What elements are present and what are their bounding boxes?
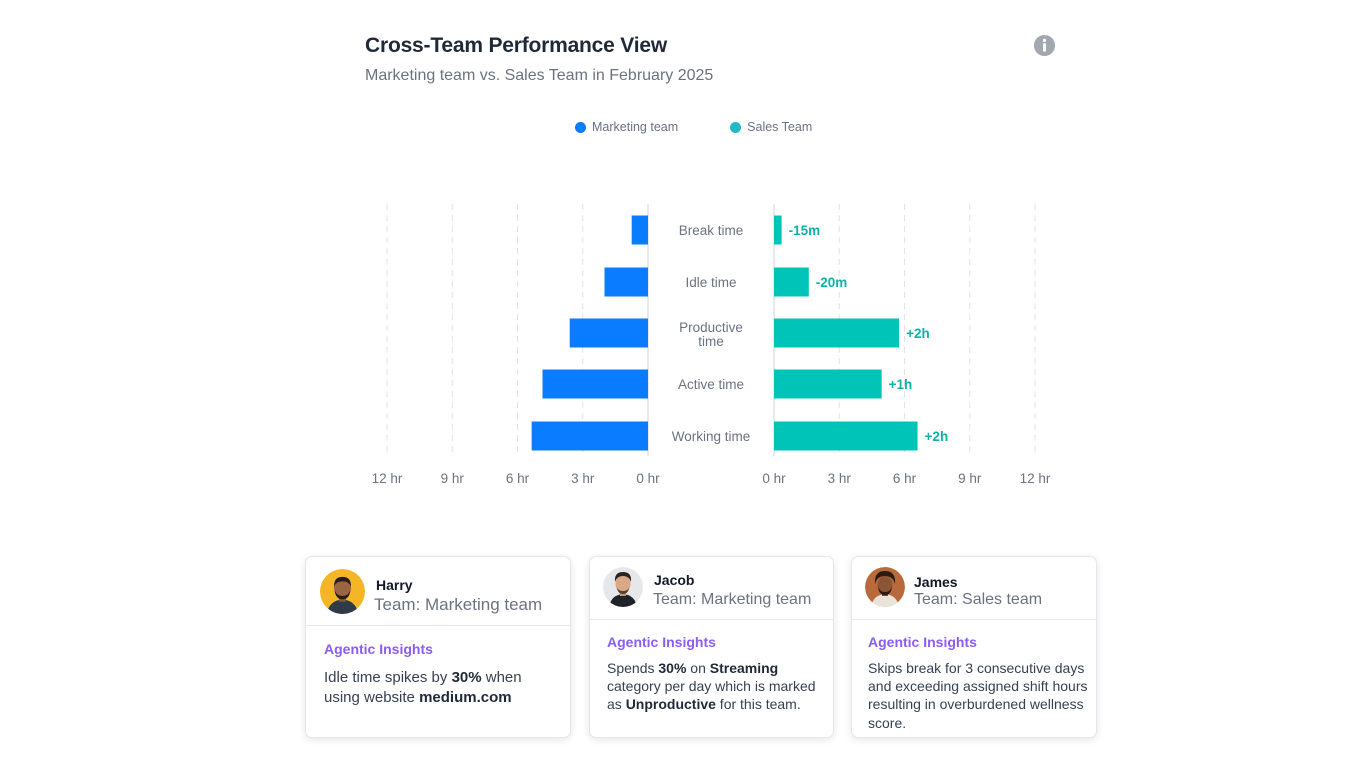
insight-segment: on <box>686 660 710 676</box>
person-name: Harry <box>376 577 413 593</box>
insight-segment: 30% <box>658 660 687 676</box>
card-header: James Team: Sales team <box>852 557 1096 620</box>
x-tick-label: 9 hr <box>441 471 465 486</box>
insight-segment: for this team. <box>715 696 801 713</box>
bar-marketing <box>569 318 648 348</box>
insight-segment: Streaming <box>709 660 779 676</box>
legend-label-marketing: Marketing team <box>592 120 679 134</box>
avatar <box>603 567 643 607</box>
info-icon[interactable] <box>1033 34 1056 57</box>
bar-marketing <box>542 369 648 399</box>
person-team: Team: Sales team <box>914 591 1043 608</box>
insight-card-harry[interactable]: Harry Team: Marketing team Agentic Insig… <box>305 556 571 738</box>
legend-label-sales: Sales Team <box>747 120 813 134</box>
difference-label: -15m <box>789 223 821 238</box>
chart-legend: Marketing team Sales Team <box>575 120 812 134</box>
x-tick-label: 6 hr <box>506 471 530 486</box>
insights-label: Agentic Insights <box>607 634 716 650</box>
page-title: Cross-Team Performance View <box>365 34 667 57</box>
x-tick-label: 0 hr <box>762 471 786 486</box>
avatar <box>320 569 365 614</box>
bar-sales <box>774 421 918 451</box>
category-label: Break time <box>679 223 744 238</box>
category-label: time <box>698 334 724 349</box>
avatar-photo-icon <box>320 569 365 614</box>
x-tick-label: 12 hr <box>372 471 403 486</box>
category-label: Active time <box>678 377 744 392</box>
difference-label: +2h <box>925 429 949 444</box>
insight-text: Spends 30% on Streaming category per day… <box>607 659 829 714</box>
category-label: Idle time <box>685 275 736 290</box>
bar-sales <box>774 318 900 348</box>
butterfly-chart: 0 hr 0 hr 3 hr 3 hr 6 hr 6 hr 9 hr 9 hr 12 hr 12 … <box>372 204 1051 486</box>
x-tick-label: 3 hr <box>571 471 595 486</box>
insight-segment: Unproductive <box>625 696 716 713</box>
insight-card-jacob[interactable]: Jacob Team: Marketing team Agentic Insig… <box>589 556 834 738</box>
x-tick-label: 3 hr <box>828 471 852 486</box>
avatar-photo-icon <box>603 567 643 607</box>
bar-marketing <box>604 267 648 297</box>
insight-segment: 30% <box>451 669 482 686</box>
difference-label: +2h <box>906 326 930 341</box>
bar-sales <box>774 267 809 297</box>
card-header: Harry Team: Marketing team <box>306 557 570 626</box>
card-header: Jacob Team: Marketing team <box>590 557 833 620</box>
x-tick-label: 6 hr <box>893 471 917 486</box>
bar-sales <box>774 215 782 245</box>
x-tick-label: 12 hr <box>1020 471 1051 486</box>
difference-label: -20m <box>816 275 848 290</box>
page-subtitle: Marketing team vs. Sales Team in Februar… <box>365 67 714 84</box>
bar-marketing <box>531 421 648 451</box>
insight-segment: category per day which is marked as <box>607 678 816 713</box>
difference-label: +1h <box>889 377 913 392</box>
insight-segment: when using website <box>324 669 522 706</box>
person-name: James <box>914 574 958 590</box>
x-tick-label: 9 hr <box>958 471 982 486</box>
insight-segment: Idle time spikes by <box>324 669 452 686</box>
insight-card-james[interactable]: James Team: Sales team Agentic Insights … <box>851 556 1097 738</box>
insight-segment: Skips break for 3 consecutive days and e… <box>868 660 1088 731</box>
legend-item-sales[interactable]: Sales Team <box>730 120 812 134</box>
bar-sales <box>774 369 882 399</box>
legend-swatch-marketing <box>575 121 586 133</box>
person-name: Jacob <box>654 572 695 588</box>
insight-text: Idle time spikes by 30% when using websi… <box>324 668 560 707</box>
insight-segment: medium.com <box>419 688 512 706</box>
legend-item-marketing[interactable]: Marketing team <box>575 120 678 134</box>
bar-marketing <box>631 215 648 245</box>
insights-label: Agentic Insights <box>324 641 433 657</box>
person-team: Team: Marketing team <box>653 591 812 608</box>
avatar-photo-icon <box>865 567 905 607</box>
person-team: Team: Marketing team <box>374 595 543 614</box>
category-label: Working time <box>672 429 751 444</box>
insight-text: Skips break for 3 consecutive days and e… <box>868 659 1094 732</box>
insights-label: Agentic Insights <box>868 634 977 650</box>
insight-segment: Spends <box>607 660 659 676</box>
x-tick-label: 0 hr <box>636 471 660 486</box>
avatar <box>865 567 905 607</box>
category-label: Productive <box>679 320 743 335</box>
legend-swatch-sales <box>730 121 742 133</box>
